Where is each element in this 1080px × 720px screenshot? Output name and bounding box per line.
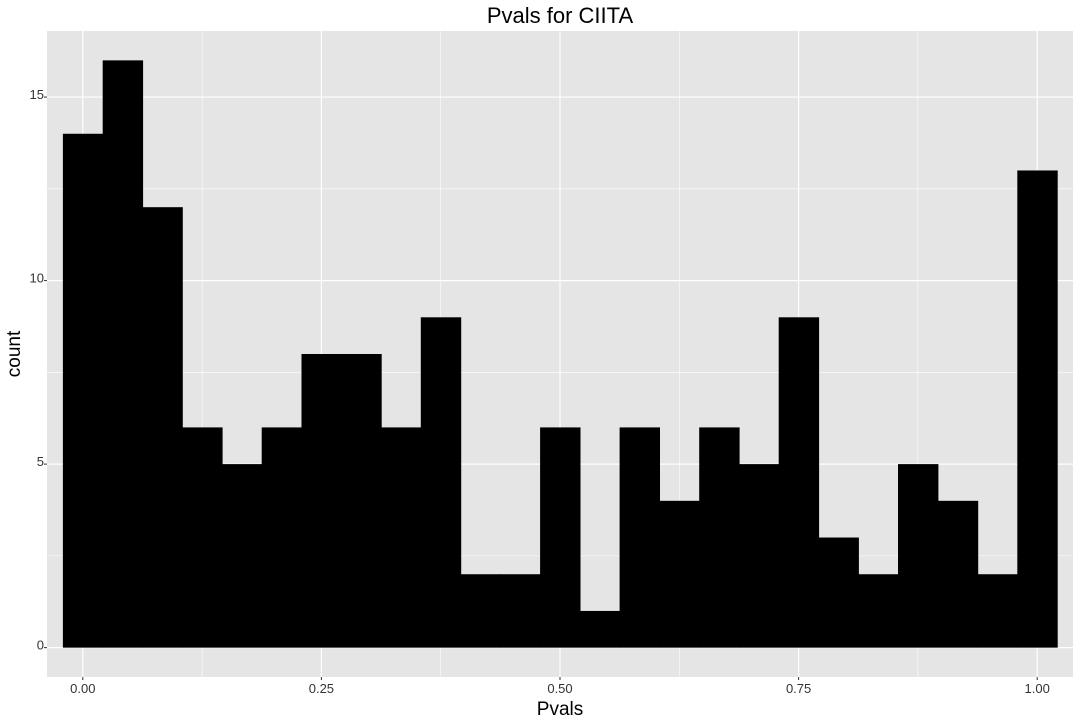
- y-tick-label: 0: [37, 638, 44, 653]
- histogram-bar: [937, 500, 979, 648]
- y-axis-ticks: 0 5 10 15: [30, 87, 47, 653]
- x-axis-title: Pvals: [537, 699, 583, 720]
- y-tick-label: 10: [30, 271, 44, 286]
- histogram-bar: [579, 610, 621, 648]
- histogram-bar: [977, 574, 1018, 648]
- x-tick-label: 0.25: [309, 681, 334, 696]
- y-tick-label: 15: [30, 87, 44, 102]
- chart-title: Pvals for CIITA: [487, 3, 634, 28]
- x-tick-label: 0.00: [70, 681, 95, 696]
- histogram-bar: [500, 574, 541, 648]
- y-tick-label: 5: [37, 454, 44, 469]
- histogram-bar: [778, 317, 820, 648]
- histogram-bar: [221, 464, 263, 648]
- histogram-bar: [898, 464, 939, 648]
- histogram-bar: [619, 427, 661, 648]
- histogram-bar: [182, 427, 223, 648]
- y-axis-title: count: [4, 330, 25, 377]
- histogram-bar: [62, 133, 104, 648]
- histogram-bar: [738, 464, 780, 648]
- x-axis-ticks: 0.00 0.25 0.50 0.75 1.00: [70, 677, 1050, 696]
- x-tick-label: 1.00: [1025, 681, 1050, 696]
- histogram-bar: [818, 537, 859, 648]
- histogram-bar: [261, 427, 303, 648]
- histogram-bar: [420, 317, 462, 648]
- histogram-bar: [301, 354, 342, 648]
- histogram-bar: [380, 427, 422, 648]
- histogram-bar: [1017, 170, 1058, 648]
- x-tick-label: 0.75: [786, 681, 811, 696]
- histogram-bar: [659, 500, 700, 648]
- histogram-bar: [341, 354, 382, 648]
- histogram-bar: [540, 427, 581, 648]
- histogram-bar: [858, 574, 899, 648]
- histogram-bar: [142, 207, 183, 648]
- histogram-bar: [699, 427, 740, 648]
- histogram-bars: [62, 60, 1058, 648]
- histogram-bar: [102, 60, 144, 648]
- histogram-bar: [460, 574, 501, 648]
- x-tick-label: 0.50: [547, 681, 572, 696]
